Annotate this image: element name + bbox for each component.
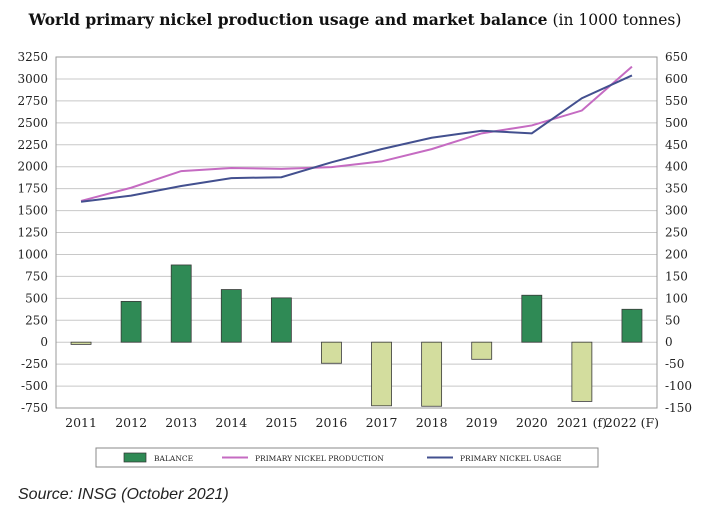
- right-tick-label: 150: [665, 269, 688, 283]
- legend-box: [95, 447, 599, 468]
- balance-bar: [120, 300, 142, 343]
- x-tick-label: 2016: [316, 415, 348, 430]
- left-tick-label: -250: [21, 357, 48, 371]
- right-tick-label: 300: [665, 204, 688, 218]
- right-tick-label: -50: [665, 357, 684, 371]
- chart-title: World primary nickel production usage an…: [0, 10, 710, 29]
- x-tick-label: 2015: [265, 415, 297, 430]
- left-tick-label: 2500: [17, 116, 48, 130]
- balance-bar: [521, 294, 543, 343]
- left-tick-label: 1500: [17, 204, 48, 218]
- left-tick-label: 3000: [17, 72, 48, 86]
- balance-bar: [371, 341, 392, 407]
- left-tick-label: 500: [25, 291, 48, 305]
- x-tick-label: 2021 (f): [557, 415, 607, 430]
- legend-production-label: PRIMARY NICKEL PRODUCTION: [255, 454, 384, 463]
- left-tick-label: 2250: [17, 138, 48, 152]
- balance-bar: [571, 341, 593, 402]
- right-tick-label: 350: [665, 182, 688, 196]
- usage-line: [80, 74, 633, 203]
- left-tick-label: 1000: [17, 247, 48, 261]
- balance-bar: [471, 341, 493, 360]
- left-tick-label: 3250: [17, 50, 48, 64]
- legend-usage-label: PRIMARY NICKEL USAGE: [460, 454, 562, 463]
- left-tick-label: 1750: [17, 182, 48, 196]
- legend-balance-swatch: [123, 452, 147, 463]
- left-tick-label: 2000: [17, 160, 48, 174]
- left-tick-label: 1250: [17, 226, 48, 240]
- right-tick-label: 0: [665, 335, 673, 349]
- right-tick-label: -100: [665, 379, 692, 393]
- left-tick-label: -500: [21, 379, 48, 393]
- balance-bar: [220, 289, 242, 343]
- nickel-chart: 3250300027502500225020001750150012501000…: [17, 50, 692, 468]
- right-tick-label: 650: [665, 50, 688, 64]
- right-tick-label: 400: [665, 160, 688, 174]
- x-tick-label: 2017: [366, 415, 398, 430]
- right-tick-label: 550: [665, 94, 688, 108]
- right-tick-label: 500: [665, 116, 688, 130]
- left-tick-label: 2750: [17, 94, 48, 108]
- balance-bar: [70, 341, 92, 345]
- balance-bar: [170, 264, 192, 343]
- production-line: [80, 65, 633, 202]
- right-tick-label: 200: [665, 247, 688, 261]
- x-tick-label: 2022 (F): [605, 415, 659, 430]
- source-note: Source: INSG (October 2021): [18, 486, 229, 503]
- right-tick-label: -150: [665, 401, 692, 415]
- right-tick-label: 600: [665, 72, 688, 86]
- x-tick-label: 2012: [115, 415, 147, 430]
- right-tick-label: 250: [665, 226, 688, 240]
- left-tick-label: -750: [21, 401, 48, 415]
- chart-title-units: (in 1000 tonnes): [552, 11, 682, 29]
- right-tick-label: 100: [665, 291, 688, 305]
- balance-bar: [270, 297, 292, 343]
- x-tick-label: 2014: [215, 415, 247, 430]
- left-tick-label: 250: [25, 313, 48, 327]
- legend-balance-label: BALANCE: [154, 454, 193, 463]
- plot-border: [55, 56, 658, 409]
- right-tick-label: 450: [665, 138, 688, 152]
- balance-bar: [421, 341, 443, 407]
- left-tick-label: 750: [25, 269, 48, 283]
- x-tick-label: 2018: [416, 415, 448, 430]
- left-tick-label: 0: [40, 335, 48, 349]
- x-tick-label: 2020: [516, 415, 548, 430]
- balance-bar: [321, 341, 342, 364]
- right-tick-label: 50: [665, 313, 680, 327]
- balance-bar: [621, 308, 643, 343]
- x-tick-label: 2019: [466, 415, 498, 430]
- x-tick-label: 2011: [65, 415, 97, 430]
- x-tick-label: 2013: [165, 415, 197, 430]
- chart-title-main: World primary nickel production usage an…: [28, 10, 548, 29]
